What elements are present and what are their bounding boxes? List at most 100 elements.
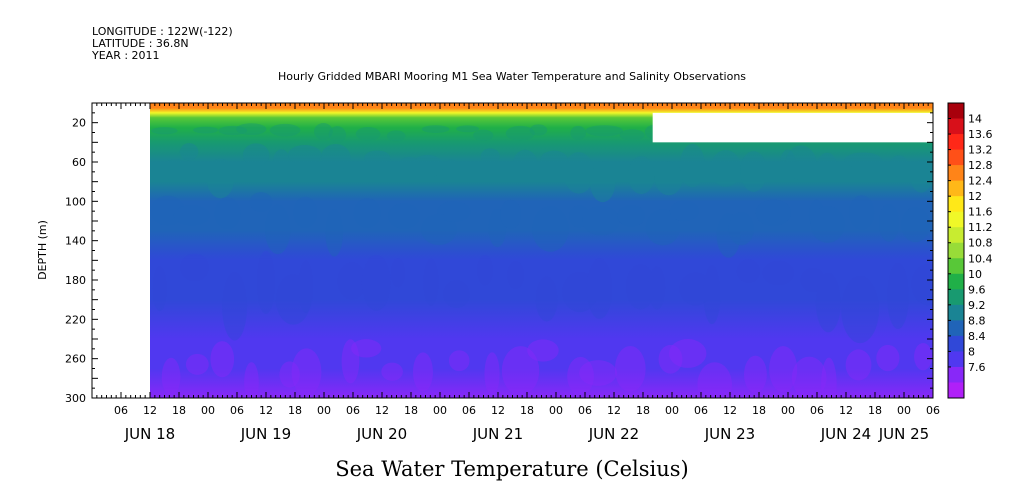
- x-hour-label: 00: [317, 404, 331, 417]
- x-hour-label: 06: [462, 404, 476, 417]
- x-hour-label: 18: [172, 404, 186, 417]
- x-date-label: JUN 18: [124, 425, 175, 443]
- temperature-patch: [669, 339, 707, 368]
- temperature-patch: [480, 148, 500, 164]
- temperature-patch: [236, 123, 267, 136]
- colorbar-swatch: [948, 227, 964, 244]
- x-date-label: JUN 20: [356, 425, 407, 443]
- colorbar-swatch: [948, 134, 964, 151]
- temperature-patch: [364, 150, 391, 166]
- colorbar-label: 13.2: [968, 144, 993, 157]
- missing-data-upper: [652, 112, 933, 143]
- temperature-patch: [353, 198, 381, 228]
- temperature-patch: [150, 195, 186, 226]
- temperature-patch: [817, 152, 837, 177]
- x-hour-label: 12: [375, 404, 389, 417]
- temperature-patch: [390, 258, 406, 288]
- temperature-patch: [617, 204, 646, 227]
- colorbar-swatch: [948, 289, 964, 306]
- temperature-patch: [193, 126, 219, 134]
- temperature-patch: [901, 207, 930, 243]
- colorbar-label: 12.4: [968, 175, 993, 188]
- temperature-patch: [214, 197, 241, 230]
- temperature-patch: [264, 204, 291, 255]
- colorbar-swatch: [948, 382, 964, 399]
- y-axis-label: DEPTH (m): [36, 220, 49, 280]
- temperature-patch: [791, 356, 827, 398]
- temperature-patch: [500, 199, 522, 229]
- colorbar-label: 10: [968, 268, 982, 281]
- colorbar-swatch: [948, 258, 964, 275]
- x-hour-label: 12: [491, 404, 505, 417]
- colorbar-swatch: [948, 351, 964, 368]
- temperature-patch: [743, 355, 767, 394]
- temperature-patch: [625, 264, 656, 310]
- temperature-patch: [889, 155, 909, 177]
- temperature-patch: [876, 344, 900, 372]
- temperature-patch: [314, 123, 333, 141]
- chart-title: Hourly Gridded MBARI Mooring M1 Sea Wate…: [278, 70, 746, 83]
- colorbar-label: 11.6: [968, 206, 993, 219]
- x-hour-label: 12: [607, 404, 621, 417]
- temperature-patch: [355, 126, 381, 141]
- temperature-patch: [848, 195, 875, 230]
- y-tick-label: 100: [65, 195, 86, 208]
- temperature-patch: [800, 267, 826, 293]
- colorbar-swatch: [948, 320, 964, 337]
- colorbar-swatch: [948, 366, 964, 383]
- temperature-patch: [628, 156, 655, 195]
- colorbar-label: 9.6: [968, 283, 986, 296]
- temperature-patch: [273, 149, 290, 171]
- colorbar-swatch: [948, 180, 964, 197]
- x-hour-label: 12: [723, 404, 737, 417]
- y-tick-label: 20: [72, 117, 86, 130]
- temperature-patch: [654, 161, 683, 196]
- temperature-patch: [579, 360, 618, 386]
- temperature-patch: [568, 205, 590, 228]
- temperature-patch: [412, 352, 433, 392]
- temperature-patch: [914, 342, 933, 371]
- colorbar-label: 8.8: [968, 314, 986, 327]
- colorbar-label: 13.6: [968, 128, 993, 141]
- temperature-patch: [911, 263, 933, 306]
- x-hour-label: 18: [288, 404, 302, 417]
- colorbar-label: 11.2: [968, 221, 993, 234]
- x-date-label: JUN 24: [820, 425, 871, 443]
- x-date-label: JUN 19: [240, 425, 291, 443]
- temperature-patch: [841, 275, 880, 344]
- temperature-patch: [361, 255, 391, 311]
- temperature-patch: [779, 149, 796, 179]
- x-hour-label: 06: [810, 404, 824, 417]
- colorbar-label: 12.8: [968, 159, 993, 172]
- y-tick-label: 180: [65, 274, 86, 287]
- temperature-patch: [769, 345, 798, 393]
- x-hour-label: 12: [839, 404, 853, 417]
- temperature-patch: [173, 204, 210, 226]
- temperature-patch: [244, 362, 259, 398]
- temperature-patch: [222, 271, 248, 341]
- temperature-patch: [287, 145, 322, 165]
- colorbar-swatch: [948, 211, 964, 228]
- temperature-patch: [669, 200, 700, 222]
- temperature-patch: [512, 149, 538, 181]
- temperature-patch: [585, 125, 624, 137]
- colorbar-swatch: [948, 335, 964, 352]
- x-hour-label: 06: [346, 404, 360, 417]
- colorbar-label: 8: [968, 345, 975, 358]
- temperature-patch: [567, 356, 594, 396]
- temperature-patch: [845, 349, 872, 381]
- x-hour-label: 06: [230, 404, 244, 417]
- x-hour-label: 18: [636, 404, 650, 417]
- temperature-patch: [697, 362, 732, 398]
- x-hour-label: 00: [897, 404, 911, 417]
- temperature-patch: [218, 125, 248, 136]
- temperature-patch: [256, 250, 276, 314]
- temperature-patch: [387, 203, 420, 229]
- temperature-patches: [150, 122, 933, 398]
- x-date-label: JUN 25: [878, 425, 929, 443]
- plot-area: [92, 103, 933, 398]
- temperature-patch: [540, 150, 568, 169]
- temperature-patch: [703, 264, 721, 325]
- colorbar-label: 8.4: [968, 330, 986, 343]
